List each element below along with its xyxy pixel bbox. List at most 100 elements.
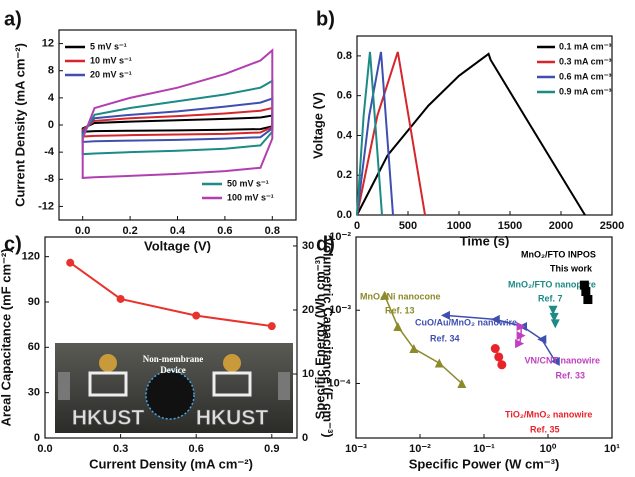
y-tick-label: 90	[28, 296, 40, 308]
data-point	[116, 294, 125, 303]
panel-letter: c)	[4, 233, 22, 255]
y2-tick-label: 30	[302, 240, 314, 252]
reference-annotation: Ref. 13	[385, 305, 415, 315]
data-line	[356, 51, 427, 216]
y-tick-label: 4	[48, 92, 55, 104]
x-tick-label: 1000	[447, 220, 471, 232]
data-line	[356, 51, 395, 216]
y-tick-label: 0.6	[337, 90, 352, 102]
y-tick-label: 10⁻²	[329, 231, 351, 243]
data-line	[356, 52, 586, 216]
marker	[516, 321, 526, 331]
x-tick-label: 10⁻³	[345, 443, 367, 455]
inset-clip	[278, 372, 290, 400]
x-axis-label: Voltage (V)	[144, 238, 211, 253]
y-tick-label: -8	[44, 173, 54, 185]
x-tick-label: 0.9	[264, 443, 279, 455]
marker	[457, 378, 467, 388]
x-axis-label: Time (s)	[460, 233, 510, 248]
x-axis-label: Current Density (mA cm⁻²)	[89, 456, 253, 471]
x-tick-label: 2000	[549, 220, 573, 232]
x-tick-label: 0.3	[113, 443, 128, 455]
inset-logo: HKUST	[196, 407, 269, 430]
x-tick-label: 0.0	[75, 225, 90, 237]
y-tick-label: 0.0	[337, 209, 352, 221]
x-tick-label: 0.8	[265, 225, 280, 237]
x-tick-label: 10⁰	[540, 443, 557, 455]
panel-letter: b)	[316, 8, 335, 30]
panel-letter: a)	[4, 8, 22, 30]
series-annotation: MnO₂/FTO nanopore	[508, 279, 596, 289]
reference-annotation: Ref. 33	[555, 370, 585, 380]
y-tick-label: -4	[44, 146, 55, 158]
y-tick-label: 0.4	[337, 129, 353, 141]
y2-tick-label: 20	[302, 304, 314, 316]
y-tick-label: 10⁻³	[329, 304, 351, 316]
x-tick-label: 0.6	[217, 225, 232, 237]
legend-label: 0.9 mA cm⁻³	[559, 86, 611, 96]
y-tick-label: 10⁻⁴	[328, 377, 351, 389]
marker	[515, 339, 525, 349]
marker	[490, 314, 500, 324]
legend-label: 100 mV s⁻¹	[227, 192, 274, 202]
y-tick-label: 12	[42, 37, 54, 49]
inset-caption: Non-membrane	[143, 354, 204, 364]
data-line	[69, 261, 272, 328]
device	[145, 370, 195, 420]
legend-label: 0.6 mA cm⁻³	[559, 71, 611, 81]
data-line	[81, 114, 274, 133]
legend-label: 50 mV s⁻¹	[227, 178, 269, 188]
y-axis-label: Current Density (mA cm⁻²)	[12, 43, 27, 207]
y-axis-label: Voltage (V)	[310, 92, 325, 159]
inset-clip	[58, 372, 70, 400]
logo-emblem	[223, 354, 241, 372]
series-annotation: TiO₂/MnO₂ nanowire	[505, 409, 592, 419]
marker	[393, 321, 403, 331]
legend-label: 20 mV s⁻¹	[90, 69, 132, 79]
series-annotation: VN/CNT nanowire	[524, 355, 600, 365]
x-tick-label: 10⁻²	[409, 443, 431, 455]
legend-label: 0.3 mA cm⁻³	[559, 56, 611, 66]
y2-axis-label: Volumetric Capacitance (F cm⁻³)	[321, 237, 336, 437]
series-annotation: MnO₂/Ni nanocone	[360, 291, 441, 301]
marker	[548, 305, 558, 315]
legend-label: 0.1 mA cm⁻³	[559, 41, 611, 51]
marker	[537, 334, 547, 344]
reference-annotation: Ref. 7	[538, 293, 563, 303]
y-tick-label: 120	[22, 251, 40, 263]
marker	[440, 310, 450, 320]
y-tick-label: 0	[48, 119, 54, 131]
inset-logo: HKUST	[72, 407, 145, 430]
logo-emblem	[212, 371, 252, 397]
y-axis-label: Areal Capacitance (mF cm⁻²)	[0, 248, 13, 426]
y-tick-label: 60	[28, 341, 40, 353]
marker	[583, 295, 593, 305]
plot-frame	[356, 35, 613, 216]
reference-annotation: Ref. 34	[430, 333, 460, 343]
series-annotation: CuO/Au/MnO₂ nanowire	[415, 317, 517, 327]
y-tick-label: -12	[38, 200, 54, 212]
y-tick-label: 0.8	[337, 50, 352, 62]
x-tick-label: 0.4	[170, 225, 186, 237]
x-tick-label: 0	[354, 220, 360, 232]
marker	[494, 352, 504, 362]
data-line	[81, 48, 274, 179]
legend-label: 5 mV s⁻¹	[90, 41, 127, 51]
panel-letter: d)	[316, 233, 335, 255]
x-tick-label: 10¹	[604, 443, 620, 455]
marker	[434, 358, 444, 368]
y-tick-label: 0	[34, 432, 40, 444]
y-tick-label: 8	[48, 65, 54, 77]
marker	[490, 344, 500, 354]
series-annotation: MnO₂/FTO INPOS	[521, 249, 596, 259]
y-axis-label: Specific Energy (Wh cm⁻³)	[312, 256, 327, 420]
reference-annotation: This work	[550, 263, 593, 273]
x-tick-label: 2500	[600, 220, 624, 232]
y2-tick-label: 0	[302, 432, 308, 444]
x-tick-label: 1500	[498, 220, 522, 232]
marker	[579, 280, 589, 290]
marker	[581, 287, 591, 297]
data-point	[267, 322, 276, 331]
marker	[409, 344, 419, 354]
